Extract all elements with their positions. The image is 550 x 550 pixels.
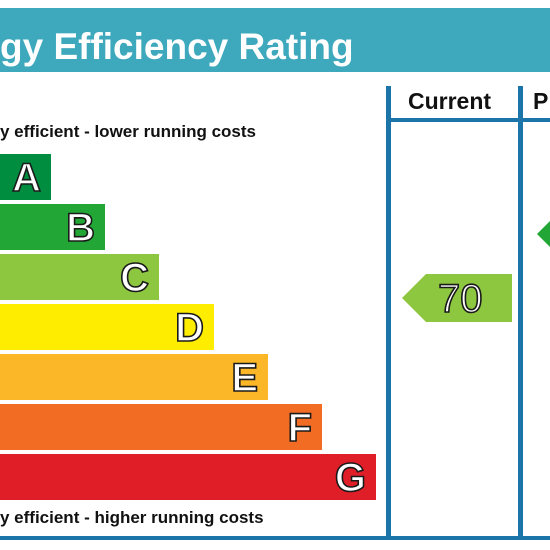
band-a: A [0,154,51,201]
bottom-rule [0,536,550,540]
band-letter-b: B [65,205,95,251]
band-g: G [0,454,376,501]
divider-right [518,86,523,540]
title-bar: gy Efficiency Rating [0,8,550,72]
potential-arrow-polygon [537,221,550,247]
band-f: F [0,404,322,451]
current-arrow-polygon [402,274,512,322]
band-letter-f: F [287,405,313,451]
divider-left [386,86,391,540]
header-rule [386,118,550,122]
band-c: C [0,254,159,301]
band-letter-a: A [11,155,41,201]
band-letter-g: G [334,455,367,501]
band-letter-d: D [174,305,204,351]
column-header-current: Current [408,88,492,114]
band-letter-e: E [231,355,259,401]
chart-title: gy Efficiency Rating [0,26,354,67]
caption-top: y efficient - lower running costs [0,122,256,141]
column-header-potential: P [533,88,549,114]
potential-arrow-shape [537,221,550,247]
potential-rating-indicator [537,210,550,263]
band-b: B [0,204,105,251]
current-arrow-shape [402,274,512,322]
band-letter-c: C [119,255,149,301]
caption-bottom: y efficient - higher running costs [0,508,264,527]
current-rating-indicator: 70 [402,274,512,327]
current-rating-value: 70 [437,276,483,322]
band-e: E [0,354,268,401]
band-d: D [0,304,214,351]
